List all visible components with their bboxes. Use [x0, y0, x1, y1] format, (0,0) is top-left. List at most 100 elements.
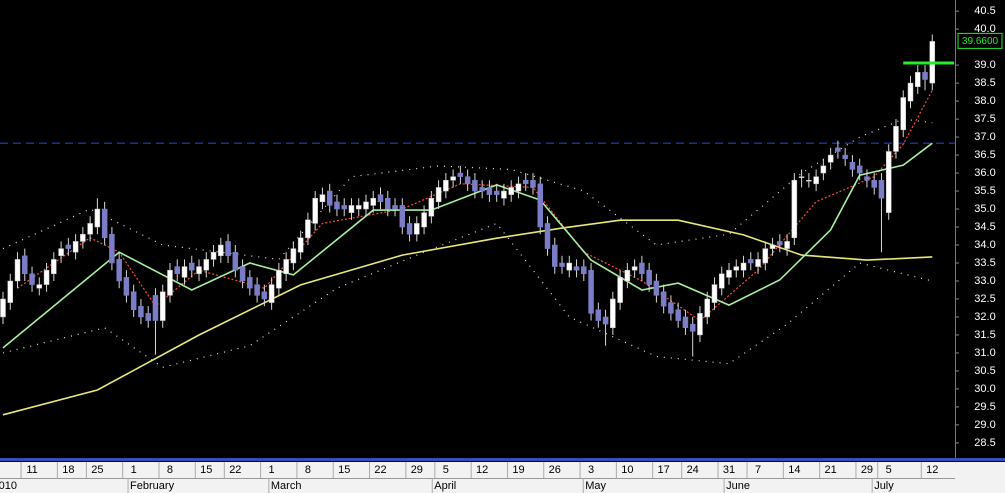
x-tick-label: 12: [476, 464, 488, 476]
candle-body: [486, 187, 493, 195]
y-tick-label: 37.5: [974, 113, 995, 125]
candle-body: [138, 305, 144, 318]
x-tick-label: 29: [411, 464, 423, 476]
x-tick-label: 18: [62, 464, 74, 476]
candle-body: [123, 277, 130, 296]
candle-body: [646, 269, 652, 285]
y-tick-label: 33.0: [974, 275, 995, 287]
candle-body: [94, 208, 101, 228]
y-tick-label: 35.5: [974, 185, 995, 197]
candle-body: [109, 233, 115, 264]
candle-body: [189, 262, 195, 271]
candle-body: [878, 179, 885, 199]
candle-body: [203, 259, 210, 271]
y-tick-label: 28.5: [974, 437, 995, 449]
candle-body: [907, 82, 914, 102]
x-tick-label: 7: [755, 464, 761, 476]
x-tick-label: 24: [687, 464, 699, 476]
candle-body: [856, 165, 863, 174]
x-tick-label: 5: [886, 464, 892, 476]
candle-body: [682, 316, 689, 329]
candle-body: [232, 251, 239, 271]
candle-body: [406, 223, 413, 235]
x-tick-label: 1: [269, 464, 275, 476]
y-tick-label: 39.0: [974, 59, 995, 71]
candle-body: [72, 241, 79, 253]
candle-body: [29, 273, 35, 285]
x-tick-label: 3: [588, 464, 594, 476]
x-tick-label: 5: [443, 464, 449, 476]
indicator-line: [2, 118, 933, 261]
candle-body: [740, 262, 747, 271]
candle-body: [261, 291, 268, 300]
y-tick-label: 37.0: [974, 131, 995, 143]
candle-body: [733, 266, 740, 271]
candle-body: [653, 280, 660, 296]
candle-body: [167, 269, 173, 296]
candle-body: [414, 223, 420, 235]
candle-body: [777, 241, 783, 246]
candle-body: [530, 179, 536, 188]
candle-body: [421, 212, 427, 228]
candle-body: [14, 259, 21, 282]
candle-body: [479, 187, 485, 192]
x-tick-label: 8: [167, 464, 173, 476]
x-tick-label: 12: [926, 464, 938, 476]
y-tick-label: 31.5: [974, 329, 995, 341]
candle-body: [457, 172, 464, 177]
candle-body: [268, 284, 275, 303]
candle-body: [130, 291, 137, 311]
candle-body: [915, 72, 921, 87]
candle-body: [254, 284, 260, 296]
candle-body: [573, 266, 580, 271]
x-tick-label: 8: [305, 464, 311, 476]
candle-body: [871, 179, 877, 188]
month-label: April: [434, 480, 456, 492]
candle-body: [798, 176, 805, 178]
candle-body: [385, 197, 391, 210]
candle-body: [392, 205, 398, 210]
x-tick-label: 25: [91, 464, 103, 476]
y-tick-label: 30.0: [974, 383, 995, 395]
price-label: 39.6600: [962, 36, 999, 47]
candle-body: [544, 223, 551, 249]
y-tick-label: 31.0: [974, 347, 995, 359]
month-label: March: [271, 480, 302, 492]
candle-body: [22, 255, 28, 275]
candle-body: [341, 205, 347, 210]
candle-body: [0, 298, 6, 318]
candle-body: [668, 302, 674, 314]
candle-body: [762, 248, 769, 264]
candle-body: [101, 208, 108, 239]
candle-body: [80, 233, 86, 242]
candle-body: [581, 266, 587, 275]
candle-body: [595, 309, 602, 321]
month-label: July: [874, 480, 894, 492]
candle-body: [435, 187, 442, 203]
candle-body: [610, 298, 616, 329]
y-tick-label: 30.5: [974, 365, 995, 377]
candle-body: [791, 179, 798, 239]
candle-body: [522, 179, 529, 185]
x-tick-label: 26: [549, 464, 561, 476]
candle-body: [711, 284, 718, 303]
candle-body: [377, 194, 384, 203]
candle-body: [515, 183, 522, 192]
candle-body: [116, 259, 122, 282]
candle-body: [196, 266, 202, 275]
candle-body: [239, 266, 246, 282]
x-tick-label: 10: [621, 464, 633, 476]
y-tick-label: 40.0: [974, 23, 995, 35]
candle-body: [58, 248, 64, 257]
y-tick-label: 38.0: [974, 95, 995, 107]
candle-body: [900, 97, 906, 131]
candle-body: [443, 179, 449, 192]
x-tick-label: 21: [825, 464, 837, 476]
candle-body: [537, 183, 543, 228]
candle-body: [370, 197, 377, 206]
candle-body: [631, 266, 638, 271]
candle-body: [726, 269, 732, 278]
candle-body: [36, 284, 43, 289]
x-tick-label: 17: [658, 464, 670, 476]
